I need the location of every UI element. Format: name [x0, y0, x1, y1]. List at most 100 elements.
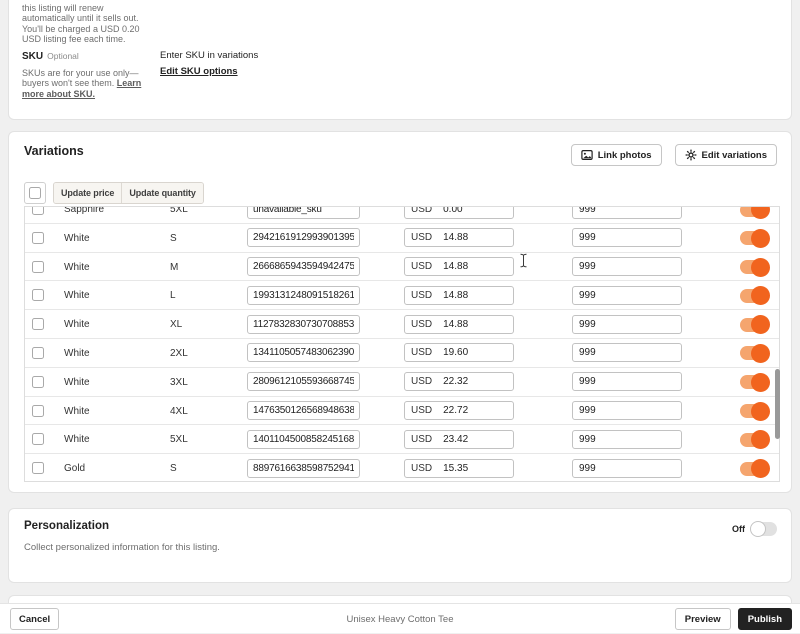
table-row: White 2XL USD 19.60 999	[25, 338, 779, 368]
variation-size: S	[170, 232, 177, 244]
row-checkbox[interactable]	[32, 462, 44, 475]
sku-input[interactable]	[247, 257, 360, 277]
variation-toggle[interactable]	[740, 372, 770, 392]
variation-color: White	[64, 261, 90, 273]
edit-sku-options-link[interactable]: Edit SKU options	[160, 66, 238, 77]
bulk-update-buttons: Update price Update quantity	[53, 182, 204, 204]
bulk-edit-toolbar: Update price Update quantity	[24, 182, 204, 204]
price-input[interactable]: USD 0.00	[404, 207, 514, 219]
sku-input[interactable]	[247, 207, 360, 219]
price-input[interactable]: USD 14.88	[404, 314, 514, 334]
price-input[interactable]: USD 22.32	[404, 372, 514, 392]
row-checkbox[interactable]	[32, 375, 44, 388]
price-input[interactable]: USD 14.88	[404, 257, 514, 277]
currency-label: USD	[411, 433, 433, 445]
variation-toggle[interactable]	[740, 228, 770, 248]
variation-toggle[interactable]	[740, 343, 770, 363]
variation-color: White	[64, 232, 90, 244]
sku-section-heading: SKU Optional	[22, 51, 79, 62]
sku-title: SKU	[22, 51, 44, 62]
quantity-input[interactable]: 999	[572, 314, 682, 334]
sku-input[interactable]	[247, 285, 360, 305]
link-photos-button[interactable]: Link photos	[570, 144, 662, 166]
variation-size: XL	[170, 319, 183, 331]
sku-input[interactable]	[247, 228, 360, 248]
sku-description: SKUs are for your use only—buyers won't …	[22, 68, 144, 99]
quantity-input[interactable]: 999	[572, 401, 682, 421]
publish-button[interactable]: Publish	[737, 608, 792, 630]
toggle-knob	[750, 520, 766, 537]
quantity-input[interactable]: 999	[572, 343, 682, 363]
price-value: 19.60	[443, 347, 469, 359]
update-price-button[interactable]: Update price	[54, 183, 122, 203]
price-input[interactable]: USD 14.88	[404, 285, 514, 305]
quantity-input[interactable]: 999	[572, 206, 682, 219]
sku-optional-label: Optional	[47, 51, 79, 61]
sku-input[interactable]	[247, 372, 360, 392]
row-checkbox[interactable]	[32, 289, 44, 302]
variation-size: S	[170, 463, 177, 475]
select-all-cell	[24, 182, 46, 204]
quantity-input[interactable]: 999	[572, 228, 682, 248]
learn-more-sku-link[interactable]: Learn more about SKU.	[22, 78, 142, 99]
table-scrollbar[interactable]	[775, 369, 780, 439]
sku-input[interactable]	[247, 314, 360, 334]
sku-input[interactable]	[247, 343, 360, 363]
price-value: 22.72	[443, 405, 469, 417]
price-input[interactable]: USD 15.35	[404, 458, 514, 478]
variation-toggle[interactable]	[740, 430, 770, 450]
variation-color: Gold	[64, 463, 86, 475]
price-input[interactable]: USD 22.72	[404, 401, 514, 421]
quantity-input[interactable]: 999	[572, 429, 682, 449]
row-checkbox[interactable]	[32, 404, 44, 417]
personalization-toggle[interactable]	[750, 520, 777, 537]
quantity-input[interactable]: 999	[572, 458, 682, 478]
table-row: Gold S USD 15.35 999	[25, 454, 779, 481]
toggle-knob	[751, 315, 770, 335]
sku-input[interactable]	[247, 429, 360, 449]
variation-toggle[interactable]	[740, 401, 770, 421]
quantity-value: 999	[579, 206, 596, 215]
price-input[interactable]: USD 23.42	[404, 429, 514, 449]
toggle-knob	[751, 257, 770, 277]
toggle-knob	[751, 207, 770, 219]
sku-input[interactable]	[247, 458, 360, 478]
price-input[interactable]: USD 19.60	[404, 343, 514, 363]
variation-toggle[interactable]	[740, 286, 770, 306]
edit-variations-button[interactable]: Edit variations	[674, 144, 777, 166]
quantity-input[interactable]: 999	[572, 257, 682, 277]
personalization-toggle-wrap: Off	[732, 520, 777, 537]
update-quantity-button[interactable]: Update quantity	[121, 183, 203, 203]
quantity-value: 999	[579, 347, 596, 359]
toggle-knob	[751, 401, 770, 421]
preview-button[interactable]: Preview	[674, 608, 731, 630]
toggle-knob	[751, 372, 770, 392]
quantity-value: 999	[579, 405, 596, 417]
variation-toggle[interactable]	[740, 315, 770, 335]
table-row: White L USD 14.88 999	[25, 281, 779, 311]
variation-color: White	[64, 376, 90, 388]
row-checkbox[interactable]	[32, 231, 44, 244]
row-checkbox[interactable]	[32, 433, 44, 446]
sku-input[interactable]	[247, 401, 360, 421]
row-checkbox[interactable]	[32, 207, 44, 215]
cancel-button[interactable]: Cancel	[10, 608, 60, 630]
row-checkbox[interactable]	[32, 260, 44, 273]
row-checkbox[interactable]	[32, 318, 44, 331]
table-row: White XL USD 14.88 999	[25, 310, 779, 339]
quantity-input[interactable]: 999	[572, 285, 682, 305]
quantity-input[interactable]: 999	[572, 372, 682, 392]
variation-toggle[interactable]	[740, 257, 770, 277]
photo-icon	[581, 150, 593, 161]
price-input[interactable]: USD 14.88	[404, 228, 514, 248]
variation-size: 3XL	[170, 376, 188, 388]
variation-toggle[interactable]	[740, 207, 770, 219]
row-checkbox[interactable]	[32, 346, 44, 359]
quantity-value: 999	[579, 462, 596, 474]
footer-bar: Unisex Heavy Cotton Tee Cancel Preview P…	[0, 603, 800, 633]
select-all-checkbox[interactable]	[29, 187, 41, 199]
personalization-state-label: Off	[732, 524, 745, 534]
price-value: 14.88	[443, 261, 469, 273]
variation-toggle[interactable]	[740, 459, 770, 479]
variations-table[interactable]: Sapphire 5XL USD 0.00 999 White S USD 14…	[24, 206, 780, 482]
